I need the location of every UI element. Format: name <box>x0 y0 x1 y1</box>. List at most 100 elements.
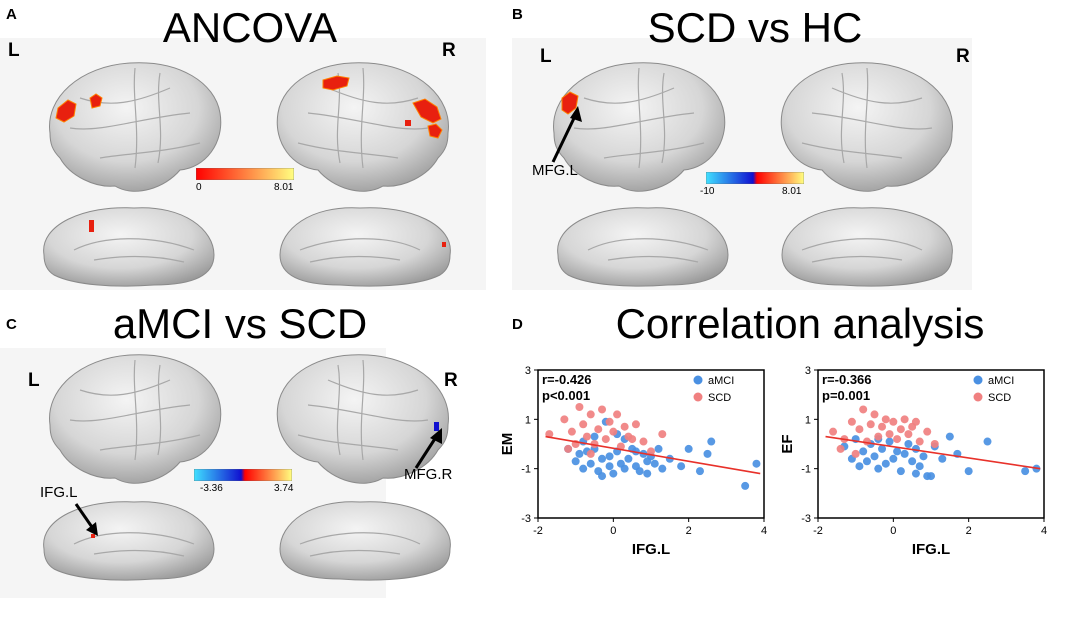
x-axis-label: IFG.L <box>912 541 950 558</box>
data-point-amci <box>938 454 947 463</box>
panel-b-mfg-l-label: MFG.L <box>532 162 578 179</box>
data-point-scd <box>609 427 618 436</box>
data-point-amci <box>590 432 599 441</box>
y-tick-label: 1 <box>805 414 811 426</box>
panel-c-mfg-r-label: MFG.R <box>404 466 453 483</box>
data-point-scd <box>658 430 667 439</box>
panel-a-left-lateral-brain <box>48 62 222 192</box>
panel-d-title: Correlation analysis <box>615 300 985 347</box>
x-tick-label: -2 <box>813 525 823 537</box>
data-point-scd <box>851 449 860 458</box>
data-point-scd <box>598 405 607 414</box>
panel-a-title: ANCOVA <box>162 4 338 51</box>
data-point-scd <box>601 435 610 444</box>
panel-b-colorbar-min: -10 <box>700 186 715 197</box>
data-point-amci <box>635 467 644 476</box>
panel-c-mfg-r-arrow <box>414 428 442 469</box>
x-axis-label: IFG.L <box>632 541 670 558</box>
data-point-scd <box>560 415 569 424</box>
data-point-amci <box>707 437 716 446</box>
legend-label: SCD <box>988 392 1011 404</box>
data-point-amci <box>684 444 693 453</box>
x-tick-label: 0 <box>890 525 896 537</box>
data-point-amci <box>752 459 761 468</box>
legend-marker <box>973 392 983 402</box>
data-point-amci <box>862 457 871 466</box>
data-point-scd <box>855 425 864 434</box>
data-point-amci <box>695 467 704 476</box>
data-point-amci <box>609 469 618 478</box>
panel-c-letter: C <box>6 316 17 333</box>
data-point-amci <box>915 462 924 471</box>
panel-a-colorbar-min: 0 <box>196 182 202 193</box>
x-tick-label: 4 <box>761 525 767 537</box>
panel-c-colorbar <box>194 469 292 481</box>
data-point-amci <box>703 449 712 458</box>
data-point-scd <box>915 437 924 446</box>
data-point-amci <box>643 469 652 478</box>
legend-marker <box>973 375 983 385</box>
x-tick-label: -2 <box>533 525 543 537</box>
data-point-scd <box>575 403 584 411</box>
data-point-amci <box>889 454 898 463</box>
data-point-amci <box>598 454 607 463</box>
data-point-amci <box>881 459 890 468</box>
data-point-scd <box>870 410 879 419</box>
legend-marker <box>693 375 703 385</box>
data-point-scd <box>620 422 629 431</box>
panel-b-letter: B <box>512 6 523 23</box>
data-point-amci <box>654 444 663 453</box>
data-point-scd <box>564 444 573 453</box>
data-point-amci <box>964 467 973 476</box>
panel-a-left-label: L <box>8 40 20 61</box>
panel-b-right-label: R <box>956 46 970 67</box>
data-point-scd <box>874 432 883 441</box>
data-point-amci <box>927 472 935 481</box>
x-tick-label: 4 <box>1041 525 1047 537</box>
data-point-scd <box>847 417 856 426</box>
data-point-scd <box>904 430 913 439</box>
x-tick-label: 0 <box>610 525 616 537</box>
panel-a-left-medial-brain <box>43 207 215 287</box>
stats-text: p=0.001 <box>822 388 870 403</box>
panel-b-title: SCD vs HC <box>647 4 863 51</box>
data-point-scd <box>881 415 890 424</box>
data-point-amci <box>900 449 909 458</box>
data-point-amci <box>620 464 629 473</box>
panel-a-right-medial-brain <box>279 207 451 287</box>
y-axis-label: EM <box>500 433 516 456</box>
data-point-scd <box>639 437 648 446</box>
data-point-scd <box>866 420 875 429</box>
y-tick-label: 3 <box>805 365 811 377</box>
data-point-amci <box>945 432 954 441</box>
data-point-amci <box>579 464 588 473</box>
data-point-scd <box>582 432 591 441</box>
panel-b-annotation-arrow <box>551 106 582 163</box>
data-point-amci <box>878 444 887 453</box>
legend-marker <box>693 392 703 402</box>
data-point-amci <box>983 437 992 446</box>
legend-label: aMCI <box>708 375 734 387</box>
data-point-scd <box>885 430 894 439</box>
data-point-amci <box>855 462 864 471</box>
data-point-amci <box>874 464 883 473</box>
data-point-scd <box>896 425 905 434</box>
data-point-amci <box>904 440 913 448</box>
data-point-amci <box>1021 467 1030 476</box>
data-point-amci <box>571 457 580 466</box>
data-point-amci <box>859 447 868 456</box>
data-point-scd <box>911 417 920 426</box>
y-tick-label: 3 <box>525 365 531 377</box>
data-point-amci <box>650 459 659 468</box>
data-point-amci <box>605 462 614 471</box>
panel-c-colorbar-max: 3.74 <box>274 483 294 494</box>
data-point-amci <box>870 452 879 461</box>
panel-c-ifg-l-arrow <box>74 503 98 536</box>
data-point-amci <box>586 459 595 468</box>
panel-b-left-label: L <box>540 46 552 67</box>
panel-a-letter: A <box>6 6 17 23</box>
stats-text: r=-0.366 <box>822 372 872 387</box>
data-point-amci <box>605 452 614 461</box>
